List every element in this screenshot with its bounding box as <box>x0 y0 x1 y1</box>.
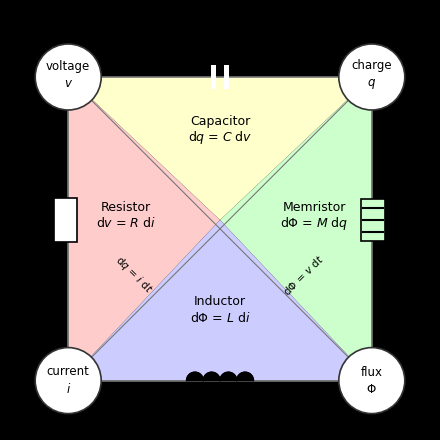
Polygon shape <box>68 220 372 381</box>
Text: d$\Phi$ = $L$ d$i$: d$\Phi$ = $L$ d$i$ <box>190 311 250 325</box>
Text: Resistor: Resistor <box>100 201 150 214</box>
Polygon shape <box>203 372 220 381</box>
Polygon shape <box>220 77 372 381</box>
Text: d$\Phi$ = $v$ d$t$: d$\Phi$ = $v$ d$t$ <box>281 252 326 298</box>
Text: Memristor: Memristor <box>283 201 346 214</box>
Text: voltage
$v$: voltage $v$ <box>46 60 90 90</box>
Text: d$q$ = $C$ d$v$: d$q$ = $C$ d$v$ <box>188 129 252 146</box>
Polygon shape <box>68 77 220 381</box>
Text: d$\Phi$ = $M$ d$q$: d$\Phi$ = $M$ d$q$ <box>280 215 349 231</box>
Text: charge
$q$: charge $q$ <box>352 59 392 91</box>
Bar <box>55 198 77 242</box>
Circle shape <box>339 348 405 414</box>
Bar <box>224 65 229 89</box>
Text: current
$i$: current $i$ <box>47 365 90 396</box>
Bar <box>211 65 216 89</box>
Polygon shape <box>220 372 237 381</box>
Text: flux
$\Phi$: flux $\Phi$ <box>361 366 383 396</box>
Text: d$v$ = $R$ d$i$: d$v$ = $R$ d$i$ <box>95 216 155 230</box>
Text: d$q$ = $i$ d$t$: d$q$ = $i$ d$t$ <box>112 253 156 297</box>
Polygon shape <box>68 77 372 220</box>
Polygon shape <box>237 372 253 381</box>
Bar <box>361 199 385 241</box>
Text: Inductor: Inductor <box>194 295 246 308</box>
Circle shape <box>339 44 405 110</box>
Polygon shape <box>187 372 203 381</box>
Circle shape <box>35 348 101 414</box>
Text: Capacitor: Capacitor <box>190 114 250 128</box>
Circle shape <box>35 44 101 110</box>
